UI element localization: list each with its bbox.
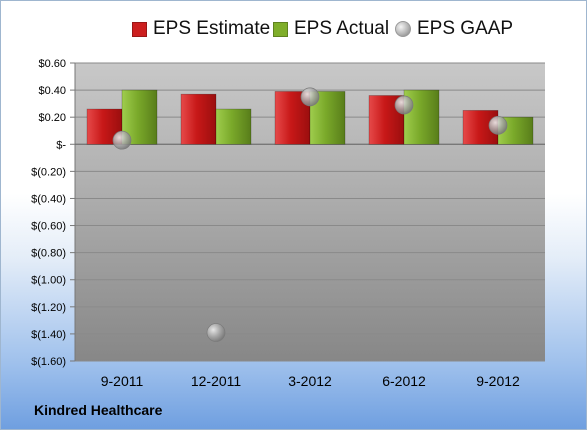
gaap-marker xyxy=(488,115,508,135)
legend: EPS Estimate EPS Actual EPS GAAP xyxy=(1,15,586,43)
actual-bar xyxy=(215,108,252,145)
y-tick-label: $(1.60) xyxy=(31,356,66,368)
y-tick-label: $(0.20) xyxy=(31,166,66,178)
legend-swatch-estimate xyxy=(132,21,147,37)
y-tick-label: $- xyxy=(56,139,66,151)
gaap-marker xyxy=(300,87,320,107)
x-tick-label: 9-2012 xyxy=(476,373,520,389)
y-tick-label: $(1.40) xyxy=(31,329,66,341)
y-tick-label: $0.60 xyxy=(38,58,66,70)
company-name: Kindred Healthcare xyxy=(34,402,163,418)
x-tick-label: 12-2011 xyxy=(191,373,242,389)
x-tick-label: 6-2012 xyxy=(382,373,426,389)
legend-label-estimate: EPS Estimate xyxy=(153,18,271,39)
legend-swatch-actual xyxy=(273,21,288,37)
y-tick-label: $(0.80) xyxy=(31,248,66,260)
gaap-marker xyxy=(394,95,414,115)
y-tick-label: $(0.60) xyxy=(31,221,66,233)
gaap-marker xyxy=(206,323,226,342)
legend-item-eps-estimate: EPS Estimate xyxy=(132,15,270,43)
estimate-bar xyxy=(180,93,217,145)
y-tick-label: $0.20 xyxy=(38,112,66,124)
gaap-marker xyxy=(112,130,132,150)
y-tick-label: $(0.40) xyxy=(31,193,66,205)
legend-item-eps-actual: EPS Actual xyxy=(273,15,389,43)
legend-marker-gaap xyxy=(395,21,411,37)
y-tick-label: $(1.20) xyxy=(31,302,66,314)
x-tick-label: 9-2011 xyxy=(101,373,144,389)
x-tick-label: 3-2012 xyxy=(288,373,332,389)
y-tick-label: $0.40 xyxy=(38,85,66,97)
legend-label-gaap: EPS GAAP xyxy=(417,18,514,39)
y-tick-label: $(1.00) xyxy=(31,275,66,287)
legend-label-actual: EPS Actual xyxy=(294,18,390,39)
legend-item-eps-gaap: EPS GAAP xyxy=(395,15,513,43)
